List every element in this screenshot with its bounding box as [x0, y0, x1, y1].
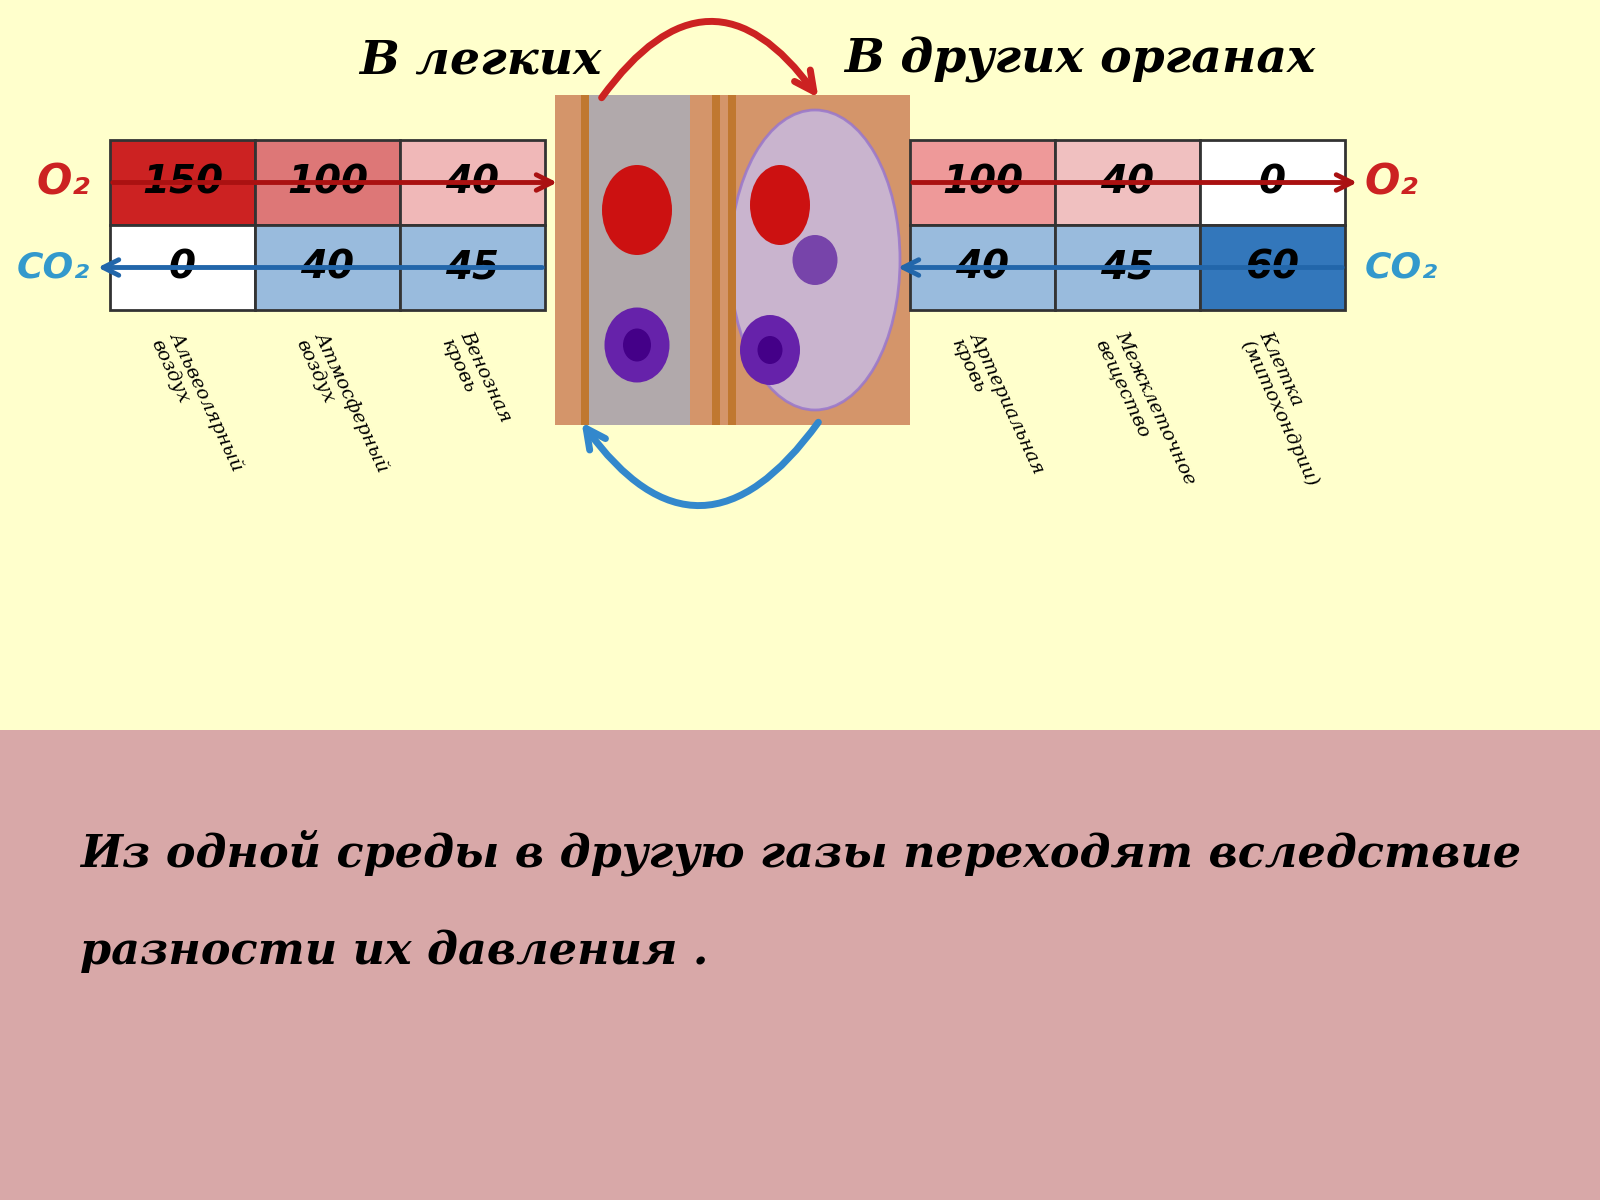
- Text: 100: 100: [942, 163, 1022, 202]
- Ellipse shape: [750, 164, 810, 245]
- Text: CO₂: CO₂: [18, 251, 90, 284]
- Bar: [586, 95, 690, 425]
- Text: O₂: O₂: [1365, 162, 1419, 204]
- Bar: [728, 95, 736, 425]
- Ellipse shape: [739, 314, 800, 385]
- Bar: [254, 226, 400, 310]
- Text: 0: 0: [1259, 163, 1286, 202]
- Text: 45: 45: [445, 248, 499, 287]
- Ellipse shape: [792, 235, 837, 284]
- Text: 45: 45: [1101, 248, 1155, 287]
- Text: В других органах: В других органах: [845, 37, 1315, 83]
- Ellipse shape: [757, 336, 782, 364]
- Ellipse shape: [730, 110, 899, 410]
- Bar: [110, 226, 254, 310]
- Text: 0: 0: [170, 248, 195, 287]
- Text: В легких: В легких: [358, 37, 602, 83]
- Bar: [0, 0, 1600, 730]
- Bar: [1054, 226, 1200, 310]
- Text: Атмосферный
воздух: Атмосферный воздух: [293, 328, 392, 482]
- Bar: [400, 226, 546, 310]
- Text: 60: 60: [1245, 248, 1299, 287]
- Bar: [712, 95, 720, 425]
- Text: Альвеолярный
воздух: Альвеолярный воздух: [147, 328, 246, 481]
- Bar: [1200, 226, 1346, 310]
- Text: 40: 40: [1101, 163, 1155, 202]
- Bar: [555, 95, 720, 425]
- Bar: [110, 140, 254, 226]
- Ellipse shape: [622, 329, 651, 361]
- Ellipse shape: [605, 307, 669, 383]
- Text: 150: 150: [142, 163, 222, 202]
- Bar: [720, 95, 910, 425]
- Text: 40: 40: [445, 163, 499, 202]
- Text: разности их давления .: разности их давления .: [80, 930, 709, 973]
- Text: 40: 40: [955, 248, 1010, 287]
- Bar: [0, 730, 1600, 1200]
- Bar: [910, 226, 1054, 310]
- Bar: [254, 140, 400, 226]
- Text: Межклеточное
вещество: Межклеточное вещество: [1093, 328, 1198, 497]
- Text: 40: 40: [301, 248, 355, 287]
- Bar: [581, 95, 589, 425]
- Text: O₂: O₂: [37, 162, 90, 204]
- Bar: [910, 140, 1054, 226]
- Bar: [1054, 140, 1200, 226]
- Text: 100: 100: [286, 163, 368, 202]
- Text: Клетка
(митохондрии): Клетка (митохондрии): [1237, 328, 1339, 490]
- Text: Из одной среды в другую газы переходят вследствие: Из одной среды в другую газы переходят в…: [80, 830, 1522, 876]
- Text: Артериальная
кровь: Артериальная кровь: [947, 328, 1048, 484]
- Bar: [400, 140, 546, 226]
- Bar: [1200, 140, 1346, 226]
- Text: CO₂: CO₂: [1365, 251, 1438, 284]
- Text: Венозная
кровь: Венозная кровь: [437, 328, 514, 433]
- Ellipse shape: [602, 164, 672, 254]
